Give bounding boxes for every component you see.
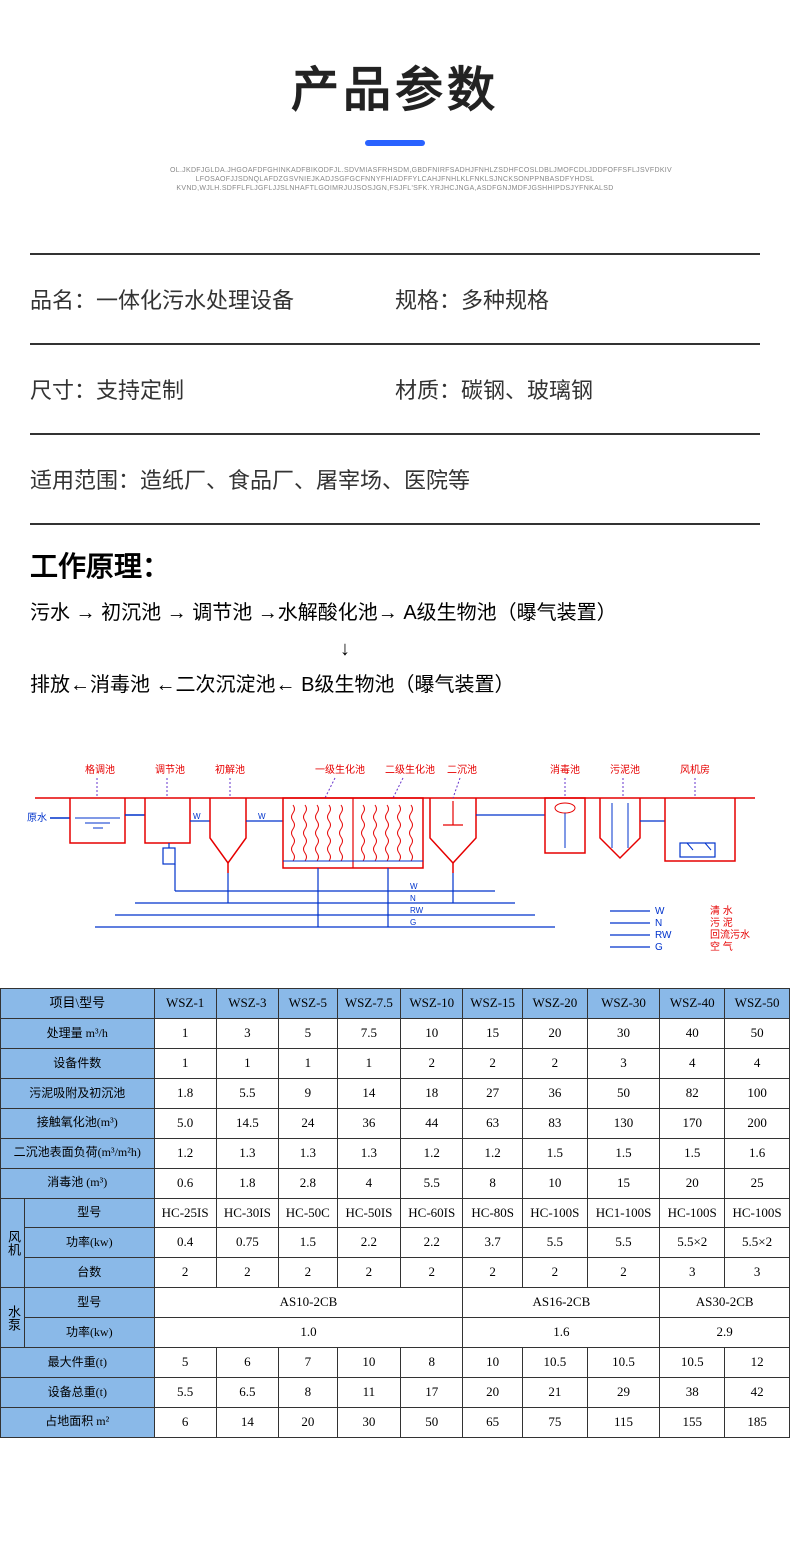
- table-header: WSZ-10: [401, 989, 463, 1019]
- table-row: 设备件数1111222344: [1, 1049, 790, 1079]
- svg-text:清 水: 清 水: [710, 904, 733, 917]
- info-row-2: 尺寸：支持定制 材质：碳钢、玻璃钢: [30, 343, 760, 433]
- table-row: 污泥吸附及初沉池1.85.59141827365082100: [1, 1078, 790, 1108]
- svg-text:W: W: [193, 812, 201, 821]
- info-material: 材质：碳钢、玻璃钢: [395, 373, 760, 405]
- fan-group: 风机: [1, 1198, 25, 1288]
- info-section: 品名：一体化污水处理设备 规格：多种规格 尺寸：支持定制 材质：碳钢、玻璃钢 适…: [0, 253, 790, 525]
- svg-text:回流污水: 回流污水: [710, 928, 750, 941]
- info-scope: 适用范围：造纸厂、食品厂、屠宰场、医院等: [30, 463, 470, 495]
- table-row: 设备总重(t)5.56.5811172021293842: [1, 1377, 790, 1407]
- table-header: WSZ-1: [154, 989, 216, 1019]
- table-header: WSZ-3: [216, 989, 278, 1019]
- info-name: 品名：一体化污水处理设备: [30, 283, 395, 315]
- table-header: WSZ-30: [587, 989, 660, 1019]
- tank-label-7: 污泥池: [610, 763, 640, 776]
- info-row-1: 品名：一体化污水处理设备 规格：多种规格: [30, 253, 760, 343]
- table-header: WSZ-50: [725, 989, 790, 1019]
- inlet-label: 原水: [27, 812, 47, 824]
- diagram-legend: W 清 水 N 污 泥 RW 回流污水 G 空 气: [610, 904, 750, 953]
- tank-label-5: 二沉池: [447, 763, 477, 776]
- svg-text:RW: RW: [410, 906, 424, 915]
- main-title: 产品参数: [0, 50, 790, 120]
- info-row-3: 适用范围：造纸厂、食品厂、屠宰场、医院等: [30, 433, 760, 525]
- table-header: WSZ-15: [463, 989, 523, 1019]
- svg-text:N: N: [410, 894, 416, 903]
- table-row: 最大件重(t)5671081010.510.510.512: [1, 1347, 790, 1377]
- svg-text:W: W: [258, 812, 266, 821]
- svg-text:G: G: [655, 942, 663, 953]
- principle-line1: 污水 → 初沉池 → 调节池 →水解酸化池→ A级生物池（曝气装置）: [30, 595, 760, 631]
- tank-label-8: 风机房: [680, 763, 710, 776]
- svg-text:G: G: [410, 918, 416, 927]
- table-row: 占地面积 m²6142030506575115155185: [1, 1407, 790, 1437]
- table-row: 消毒池 (m³)0.61.82.845.5810152025: [1, 1168, 790, 1198]
- table-row: 二沉池表面负荷(m³/m²h)1.21.31.31.31.21.21.51.51…: [1, 1138, 790, 1168]
- table-row: 处理量 m³/h1357.5101520304050: [1, 1019, 790, 1049]
- title-section: 产品参数 OL.JKDFJGLDA.JHGOAFDFGHINKADFBIKODF…: [0, 0, 790, 223]
- tank-label-1: 调节池: [155, 763, 185, 776]
- table-row: 接触氧化池(m³)5.014.52436446383130170200: [1, 1108, 790, 1138]
- tank-label-3: 一级生化池: [315, 763, 365, 776]
- tank-label-2: 初解池: [215, 763, 245, 776]
- spec-table: 项目\型号WSZ-1WSZ-3WSZ-5WSZ-7.5WSZ-10WSZ-15W…: [0, 988, 790, 1437]
- principle-section: 工作原理： 污水 → 初沉池 → 调节池 →水解酸化池→ A级生物池（曝气装置）…: [0, 525, 790, 723]
- table-header: WSZ-40: [660, 989, 725, 1019]
- svg-text:RW: RW: [655, 930, 672, 941]
- table-header: 项目\型号: [1, 989, 155, 1019]
- table-header: WSZ-20: [522, 989, 587, 1019]
- flow-diagram: 格调池 调节池 初解池 一级生化池 二级生化池 二沉池 消毒池 污泥池 风机房 …: [15, 743, 775, 963]
- subtext: OL.JKDFJGLDA.JHGOAFDFGHINKADFBIKODFJL.SD…: [170, 166, 620, 193]
- accent-bar: [365, 140, 425, 146]
- pump-group: 水泵: [1, 1288, 25, 1348]
- info-size: 尺寸：支持定制: [30, 373, 395, 405]
- principle-title: 工作原理：: [30, 545, 760, 585]
- svg-text:污 泥: 污 泥: [710, 916, 733, 929]
- info-spec: 规格：多种规格: [395, 283, 760, 315]
- tank-label-4: 二级生化池: [385, 763, 435, 776]
- principle-arrow: ↓: [30, 631, 760, 667]
- table-header: WSZ-5: [278, 989, 337, 1019]
- diagram-section: 格调池 调节池 初解池 一级生化池 二级生化池 二沉池 消毒池 污泥池 风机房 …: [0, 743, 790, 968]
- svg-text:W: W: [410, 882, 418, 891]
- tank-label-6: 消毒池: [550, 763, 580, 776]
- svg-text:W: W: [655, 906, 665, 917]
- svg-text:N: N: [655, 918, 662, 929]
- principle-line2: 排放←消毒池 ←二次沉淀池← B级生物池（曝气装置）: [30, 667, 760, 703]
- table-header: WSZ-7.5: [337, 989, 400, 1019]
- svg-text:空 气: 空 气: [710, 940, 733, 953]
- tank-label-0: 格调池: [85, 763, 115, 776]
- table-header-row: 项目\型号WSZ-1WSZ-3WSZ-5WSZ-7.5WSZ-10WSZ-15W…: [1, 989, 790, 1019]
